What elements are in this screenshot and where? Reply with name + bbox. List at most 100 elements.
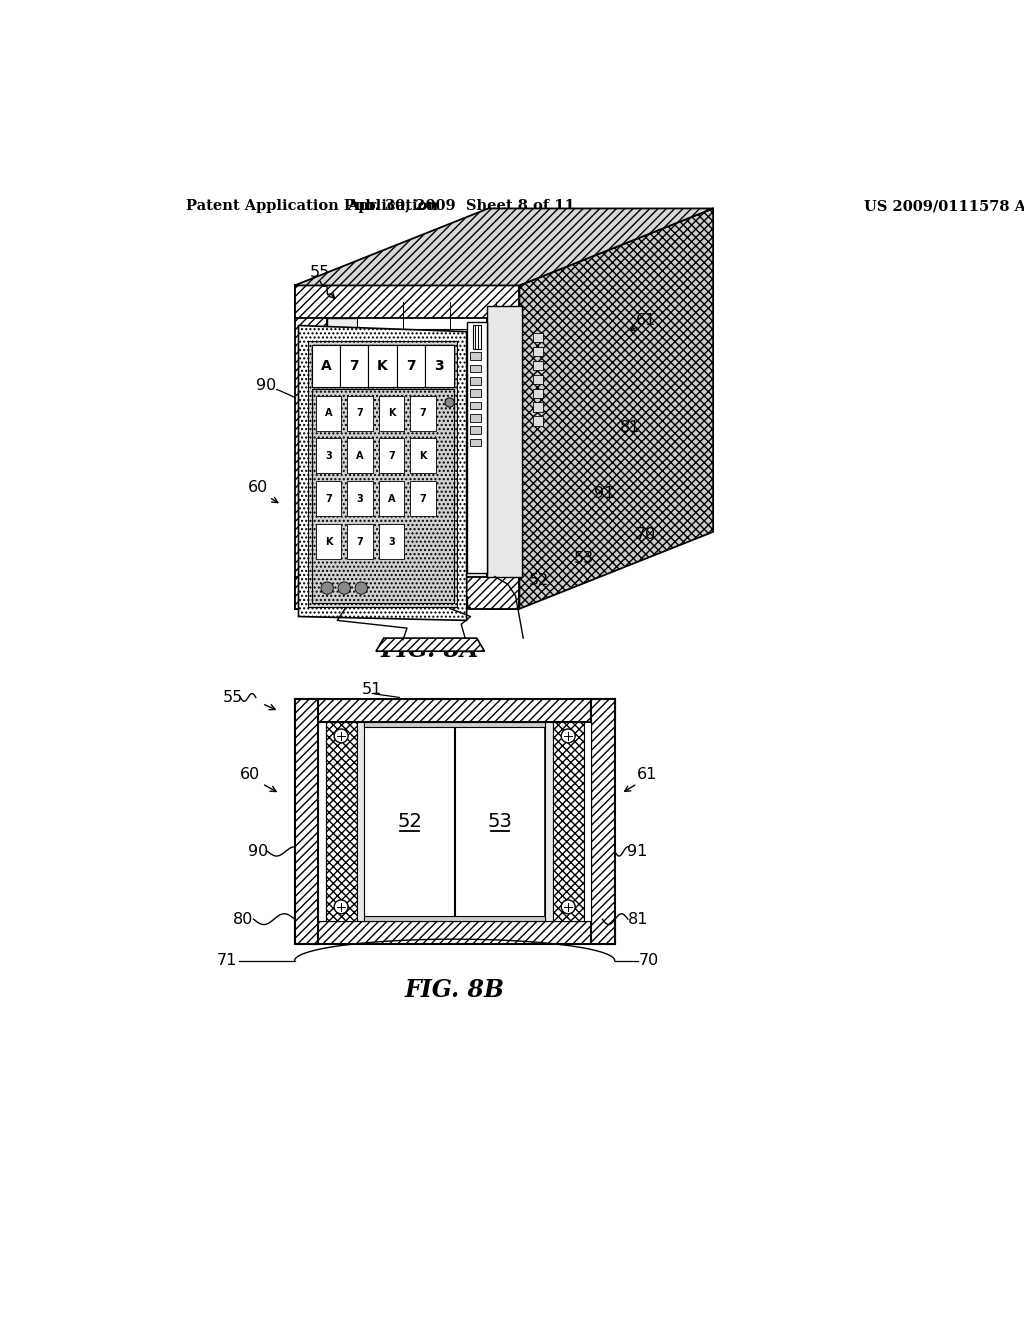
Text: 60: 60 <box>248 480 268 495</box>
Bar <box>534 375 543 384</box>
Bar <box>470 389 480 397</box>
Polygon shape <box>519 209 713 609</box>
Bar <box>553 722 584 921</box>
Bar <box>455 722 545 921</box>
Text: 7: 7 <box>420 494 426 504</box>
Text: 80: 80 <box>398 590 419 605</box>
Text: 61: 61 <box>637 767 657 781</box>
Bar <box>365 916 545 921</box>
Bar <box>470 364 480 372</box>
Bar <box>470 426 480 434</box>
Text: 91: 91 <box>627 843 647 859</box>
Text: A: A <box>356 451 364 461</box>
Bar <box>379 396 404 430</box>
Polygon shape <box>350 286 549 573</box>
Bar <box>534 347 543 356</box>
Text: 7: 7 <box>356 408 364 418</box>
Bar <box>365 722 455 921</box>
Circle shape <box>561 729 575 743</box>
Bar <box>534 403 543 412</box>
Text: FIG. 8A: FIG. 8A <box>381 638 479 661</box>
Polygon shape <box>486 285 519 609</box>
Bar <box>534 388 543 397</box>
Bar <box>534 333 543 342</box>
Bar <box>425 345 454 387</box>
Bar <box>295 700 614 722</box>
Text: 71: 71 <box>453 595 473 611</box>
Text: FIG. 8B: FIG. 8B <box>406 978 505 1002</box>
Bar <box>584 722 592 921</box>
Text: 70: 70 <box>639 953 658 969</box>
Text: 71: 71 <box>217 953 238 969</box>
Text: 7: 7 <box>325 494 332 504</box>
Text: 52: 52 <box>397 812 422 830</box>
Bar <box>356 302 543 330</box>
Bar <box>315 482 341 516</box>
Text: K: K <box>419 451 427 461</box>
Text: A: A <box>325 408 332 418</box>
Bar <box>379 524 404 560</box>
Bar <box>317 722 326 921</box>
Text: 91: 91 <box>595 486 614 500</box>
Bar <box>311 345 454 387</box>
Circle shape <box>445 397 455 407</box>
Circle shape <box>321 582 334 594</box>
Circle shape <box>355 582 368 594</box>
Text: 7: 7 <box>349 359 359 374</box>
Text: 51: 51 <box>361 682 382 697</box>
Bar <box>534 360 543 370</box>
Bar <box>347 524 373 560</box>
Bar <box>317 722 592 921</box>
Text: Patent Application Publication: Patent Application Publication <box>186 199 438 213</box>
Polygon shape <box>295 577 519 609</box>
Circle shape <box>561 900 575 913</box>
Text: K: K <box>377 359 388 374</box>
Bar <box>315 396 341 430</box>
Bar <box>347 482 373 516</box>
Bar <box>470 414 480 422</box>
Text: 81: 81 <box>628 912 648 927</box>
Text: 90: 90 <box>256 378 276 393</box>
Bar <box>369 345 396 387</box>
Bar <box>315 524 341 560</box>
Text: 53: 53 <box>487 812 512 830</box>
Text: A: A <box>321 359 331 374</box>
Bar <box>410 482 436 516</box>
Text: US 2009/0111578 A1: US 2009/0111578 A1 <box>864 199 1024 213</box>
Bar <box>467 322 486 573</box>
Text: 3: 3 <box>325 451 332 461</box>
Polygon shape <box>295 209 713 285</box>
Bar <box>534 416 543 425</box>
Bar <box>308 341 458 607</box>
Circle shape <box>334 729 348 743</box>
Bar <box>295 921 614 944</box>
Text: 7: 7 <box>407 359 416 374</box>
Text: 7: 7 <box>388 451 395 461</box>
Text: 3: 3 <box>388 536 395 546</box>
Circle shape <box>334 900 348 913</box>
Text: 7: 7 <box>356 536 364 546</box>
Bar <box>340 345 369 387</box>
Bar <box>470 378 480 385</box>
Text: 55: 55 <box>222 690 243 705</box>
Text: 55: 55 <box>310 265 331 280</box>
Text: 3: 3 <box>356 494 364 504</box>
Text: 60: 60 <box>241 767 260 781</box>
Text: A: A <box>388 494 395 504</box>
Bar <box>328 318 486 577</box>
Text: 53: 53 <box>573 552 594 566</box>
Bar <box>486 306 521 577</box>
Polygon shape <box>295 285 519 318</box>
Bar <box>410 438 436 474</box>
Text: 90: 90 <box>248 843 268 859</box>
Bar <box>311 345 340 387</box>
Text: 3: 3 <box>434 359 444 374</box>
Text: 51: 51 <box>498 239 518 255</box>
Polygon shape <box>376 638 484 651</box>
Bar <box>311 389 454 603</box>
Circle shape <box>338 582 350 594</box>
Bar <box>365 722 545 726</box>
Bar <box>356 722 365 921</box>
Text: Apr. 30, 2009  Sheet 8 of 11: Apr. 30, 2009 Sheet 8 of 11 <box>347 199 575 213</box>
Bar <box>396 345 425 387</box>
